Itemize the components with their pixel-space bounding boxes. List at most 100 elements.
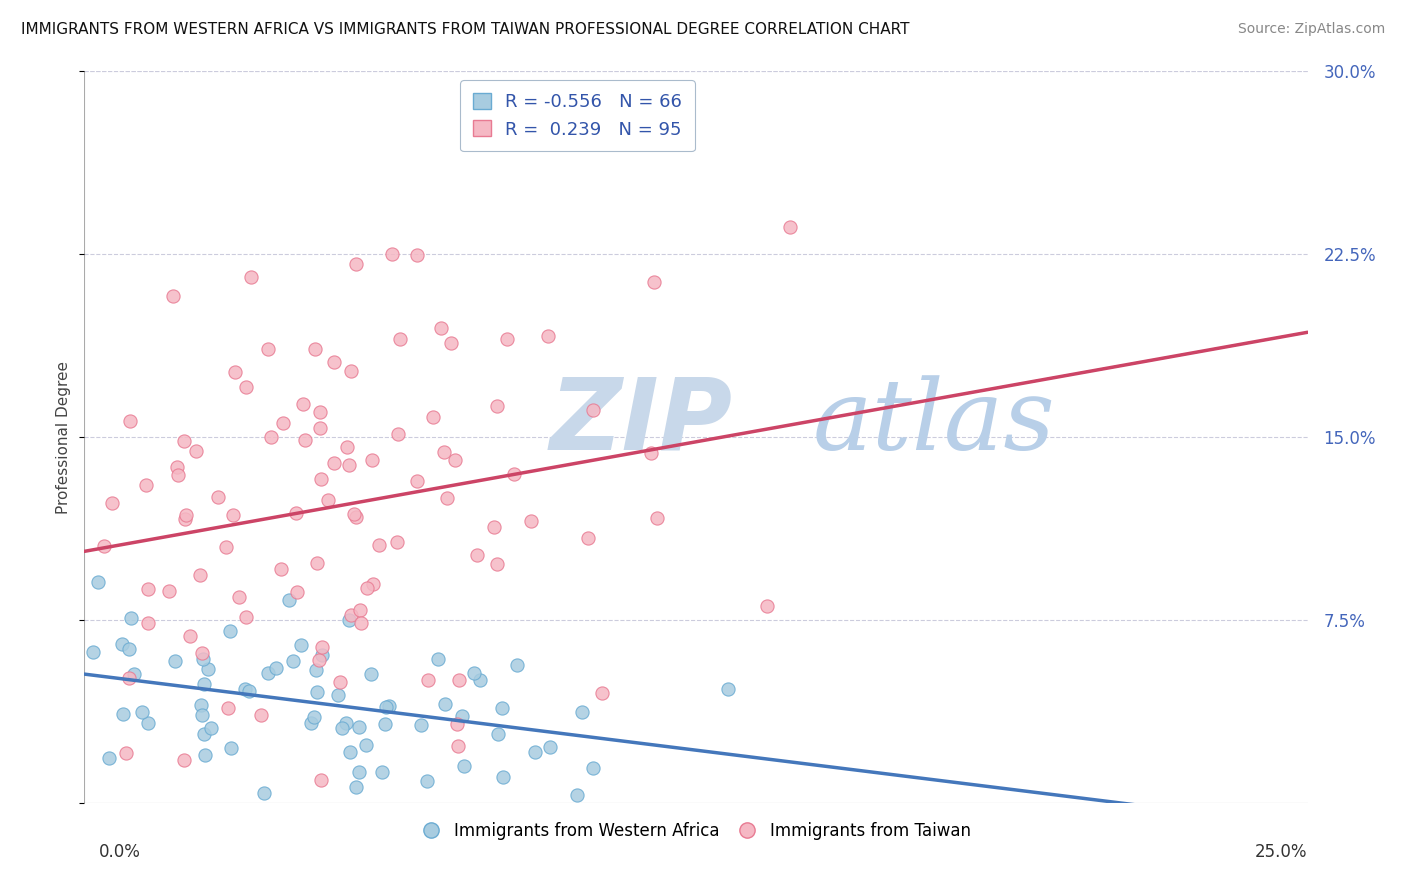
Point [120, 610, 142, 624]
Point [304, 343, 326, 357]
Point [433, 444, 456, 458]
Point [235, 609, 257, 624]
Point [336, 440, 359, 454]
Point [717, 681, 740, 696]
Point [266, 661, 288, 675]
Point [309, 472, 332, 486]
Point [576, 531, 599, 545]
Point [640, 445, 662, 459]
Point [122, 667, 145, 681]
Point [491, 701, 513, 715]
Point [340, 608, 363, 623]
Point [136, 716, 159, 731]
Point [337, 458, 360, 472]
Point [387, 535, 409, 549]
Point [582, 403, 605, 417]
Point [340, 364, 363, 378]
Point [228, 590, 250, 604]
Point [188, 568, 211, 582]
Point [179, 629, 201, 643]
Point [222, 508, 245, 522]
Point [294, 433, 316, 447]
Point [260, 430, 283, 444]
Point [492, 770, 515, 784]
Point [193, 727, 215, 741]
Point [191, 646, 214, 660]
Point [356, 581, 378, 595]
Point [335, 716, 357, 731]
Point [200, 721, 222, 735]
Point [344, 257, 367, 271]
Point [305, 685, 328, 699]
Point [316, 492, 339, 507]
Point [82, 645, 104, 659]
Point [538, 739, 561, 754]
Text: 0.0%: 0.0% [98, 843, 141, 861]
Point [371, 764, 394, 779]
Point [349, 603, 371, 617]
Point [197, 662, 219, 676]
Point [463, 665, 485, 680]
Text: atlas: atlas [813, 375, 1054, 470]
Point [337, 613, 360, 627]
Point [330, 721, 353, 735]
Point [194, 747, 217, 762]
Point [308, 653, 330, 667]
Point [322, 456, 344, 470]
Point [191, 652, 214, 666]
Point [166, 459, 188, 474]
Legend: Immigrants from Western Africa, Immigrants from Taiwan: Immigrants from Western Africa, Immigran… [415, 816, 977, 847]
Point [304, 710, 326, 724]
Point [278, 593, 301, 607]
Point [465, 549, 488, 563]
Point [186, 444, 208, 458]
Point [100, 495, 122, 509]
Point [111, 637, 134, 651]
Point [329, 674, 352, 689]
Point [309, 405, 332, 419]
Point [444, 452, 467, 467]
Point [453, 758, 475, 772]
Point [436, 491, 458, 505]
Point [565, 789, 588, 803]
Point [165, 655, 187, 669]
Text: ZIP: ZIP [550, 374, 733, 471]
Point [135, 478, 157, 492]
Point [571, 706, 593, 720]
Point [219, 741, 242, 756]
Point [162, 289, 184, 303]
Point [311, 648, 333, 662]
Point [360, 666, 382, 681]
Point [446, 739, 468, 753]
Point [173, 753, 195, 767]
Point [375, 699, 398, 714]
Point [136, 582, 159, 596]
Point [440, 336, 463, 351]
Point [131, 705, 153, 719]
Point [311, 640, 333, 655]
Point [270, 562, 292, 576]
Point [344, 780, 367, 794]
Point [339, 745, 361, 759]
Point [290, 638, 312, 652]
Point [215, 540, 238, 554]
Point [361, 576, 384, 591]
Point [446, 717, 468, 731]
Point [218, 624, 240, 639]
Point [482, 520, 505, 534]
Point [253, 786, 276, 800]
Point [207, 490, 229, 504]
Point [291, 396, 314, 410]
Point [342, 507, 364, 521]
Point [406, 474, 429, 488]
Point [174, 511, 197, 525]
Point [779, 220, 801, 235]
Point [519, 514, 541, 528]
Point [273, 417, 295, 431]
Point [368, 538, 391, 552]
Point [233, 681, 256, 696]
Point [118, 641, 141, 656]
Point [309, 772, 332, 787]
Point [755, 599, 778, 613]
Point [451, 708, 474, 723]
